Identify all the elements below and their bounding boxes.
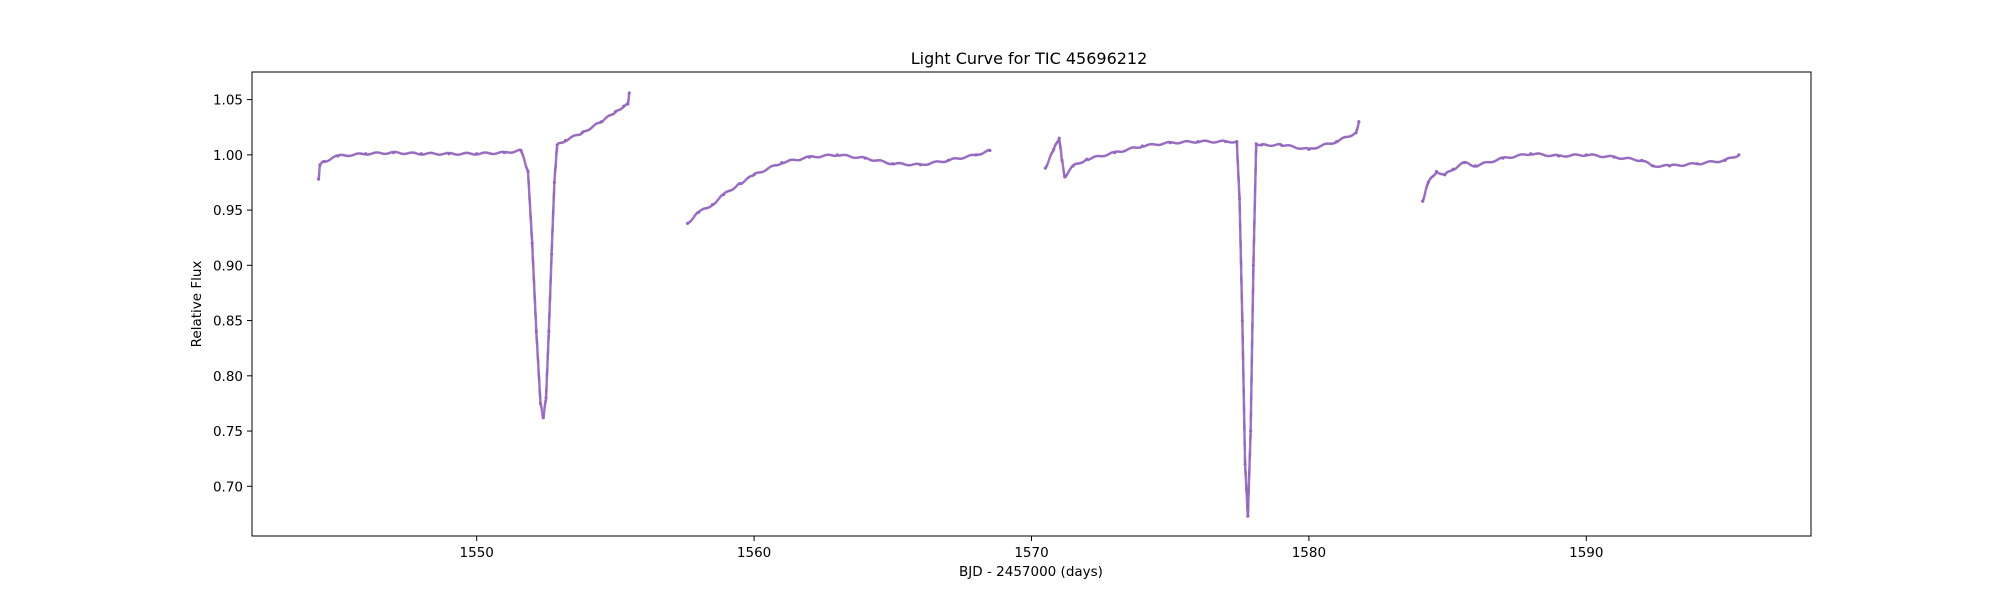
data-layer xyxy=(316,91,1741,518)
x-tick-label: 1590 xyxy=(1569,545,1603,561)
y-tick-label: 0.90 xyxy=(213,258,243,274)
y-axis-label: Relative Flux xyxy=(189,261,205,348)
x-tick-label: 1570 xyxy=(1014,545,1048,561)
data-point xyxy=(1251,263,1256,267)
series-4 xyxy=(1421,152,1741,203)
x-tick-label: 1580 xyxy=(1292,545,1326,561)
data-point xyxy=(627,91,631,95)
chart-title: Light Curve for TIC 45696212 xyxy=(911,49,1148,68)
y-axis: 0.70 0.75 0.80 0.85 0.90 0.95 1.00 1.05 xyxy=(213,93,252,495)
y-tick-label: 0.75 xyxy=(213,424,243,440)
series-3 xyxy=(1043,120,1361,518)
data-point xyxy=(544,396,548,400)
data-point xyxy=(1357,120,1361,124)
x-tick-label: 1560 xyxy=(737,545,771,561)
y-tick-label: 1.00 xyxy=(213,148,243,164)
x-axis: 1550 1560 1570 1580 1590 xyxy=(460,536,1603,561)
data-point xyxy=(549,252,554,256)
plot-frame xyxy=(251,71,1812,537)
x-tick-label: 1550 xyxy=(460,545,494,561)
y-tick-label: 0.85 xyxy=(213,314,243,330)
y-tick-label: 0.95 xyxy=(213,203,243,219)
data-point xyxy=(1246,514,1250,518)
series-2 xyxy=(685,148,992,225)
x-axis-label: BJD - 2457000 (days) xyxy=(959,564,1103,580)
plot-area xyxy=(251,71,1812,537)
y-tick-label: 0.80 xyxy=(213,369,243,385)
series-1 xyxy=(316,91,631,420)
y-tick-label: 0.70 xyxy=(213,479,243,495)
y-tick-label: 1.05 xyxy=(213,93,243,109)
data-point xyxy=(1737,153,1741,157)
data-point xyxy=(988,148,992,153)
